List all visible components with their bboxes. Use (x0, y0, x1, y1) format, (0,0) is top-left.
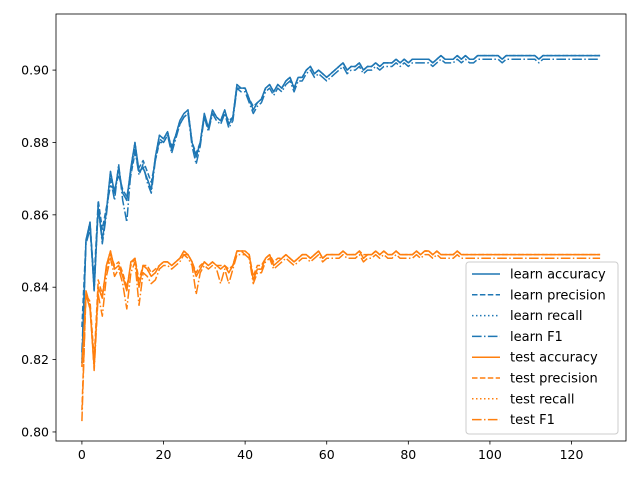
legend-label: test F1 (510, 413, 555, 428)
x-axis: 0 20 40 60 80 100 120 (78, 441, 584, 462)
series-line-learn-recall (81, 54, 601, 364)
x-tick-label: 0 (78, 447, 86, 462)
series-line-learn-f1 (81, 58, 601, 353)
series-line-test-precision (81, 250, 601, 411)
y-tick-label: 0.90 (21, 63, 49, 78)
legend-label: learn recall (510, 309, 582, 324)
x-tick-label: 20 (156, 447, 172, 462)
legend-label: test precision (510, 372, 598, 387)
x-tick-label: 40 (237, 447, 253, 462)
x-tick-label: 100 (478, 447, 502, 462)
legend-label: learn F1 (510, 330, 563, 345)
x-tick-label: 120 (560, 447, 584, 462)
y-tick-label: 0.80 (21, 424, 49, 439)
y-axis: 0.80 0.82 0.84 0.86 0.88 0.90 (21, 63, 56, 439)
legend-label: test accuracy (510, 351, 598, 366)
legend-label: learn precision (510, 288, 606, 303)
plot-frame (55, 13, 627, 442)
y-tick-label: 0.88 (21, 135, 49, 150)
x-tick-label: 60 (319, 447, 335, 462)
y-tick-label: 0.86 (21, 207, 49, 222)
x-tick-label: 80 (400, 447, 416, 462)
legend-label: test recall (510, 392, 575, 407)
legend: learn accuracy learn precision learn recal… (465, 261, 619, 435)
legend-box (465, 261, 619, 435)
y-tick-label: 0.84 (21, 280, 49, 295)
legend-label: learn accuracy (510, 268, 606, 283)
y-tick-label: 0.82 (21, 352, 49, 367)
series-layer (81, 54, 601, 422)
series-line-test-f1 (81, 253, 601, 422)
